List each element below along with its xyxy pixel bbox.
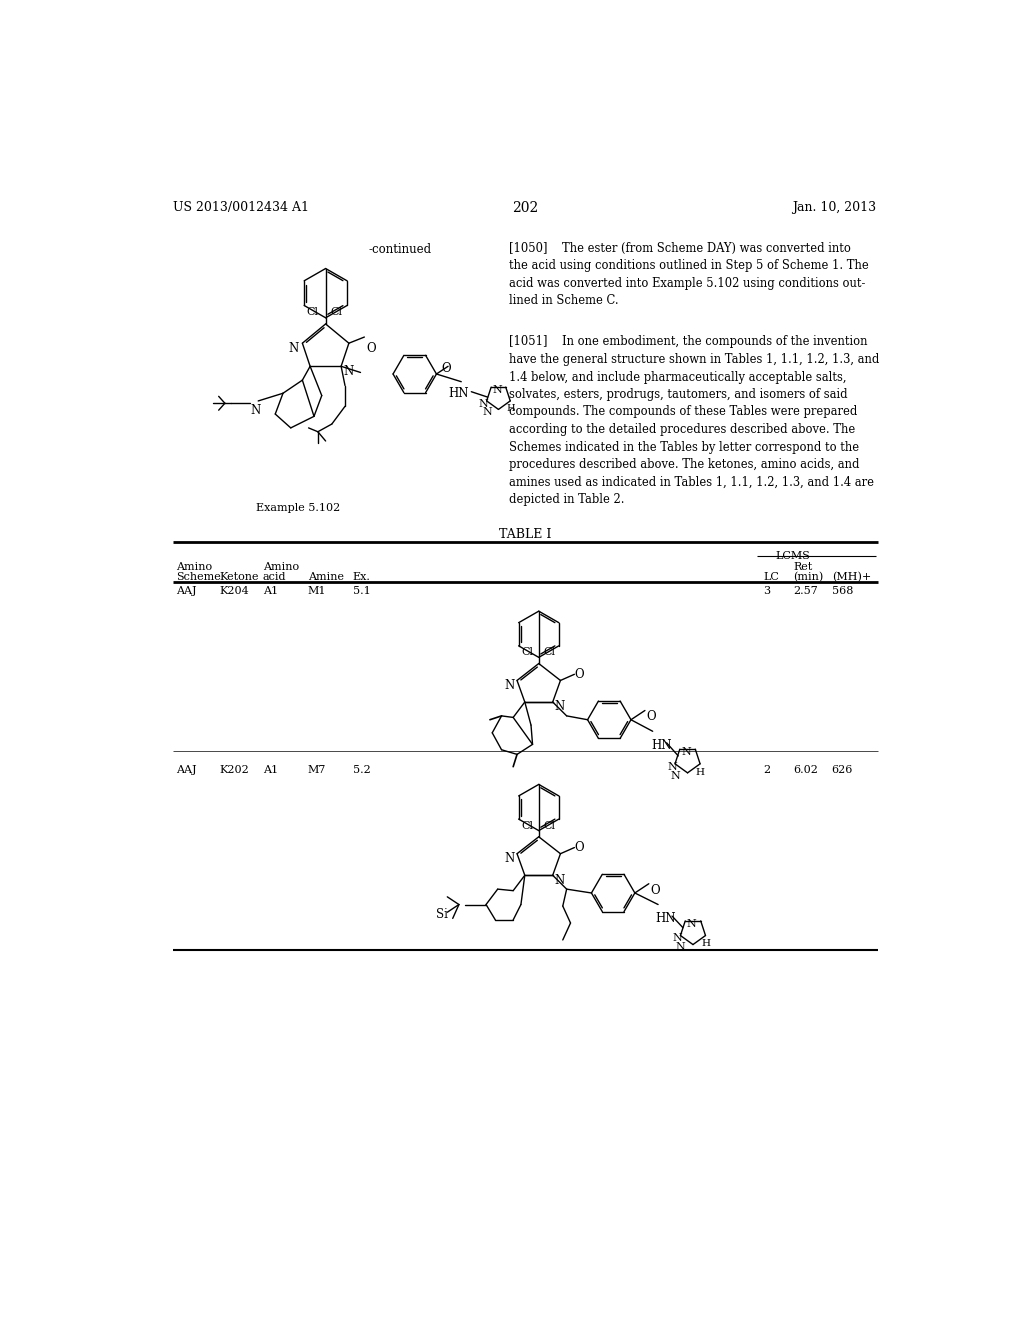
Text: Ret: Ret <box>793 562 812 572</box>
Text: N: N <box>482 407 493 417</box>
Text: N: N <box>673 933 682 944</box>
Text: N: N <box>289 342 299 355</box>
Text: A1: A1 <box>263 766 278 775</box>
Text: Cl: Cl <box>521 821 532 830</box>
Text: Ex.: Ex. <box>352 572 371 582</box>
Text: N: N <box>478 399 488 409</box>
Text: Ketone: Ketone <box>219 572 259 582</box>
Text: LCMS: LCMS <box>775 552 810 561</box>
Text: Si: Si <box>435 908 447 920</box>
Text: LC: LC <box>764 572 779 582</box>
Text: O: O <box>366 342 376 355</box>
Text: H: H <box>695 768 705 776</box>
Text: 5.2: 5.2 <box>352 766 371 775</box>
Text: (MH)+: (MH)+ <box>831 572 871 582</box>
Text: HN: HN <box>651 739 672 752</box>
Text: Example 5.102: Example 5.102 <box>256 503 341 513</box>
Text: O: O <box>574 668 584 681</box>
Text: 626: 626 <box>831 766 853 775</box>
Text: N: N <box>687 919 696 928</box>
Text: A1: A1 <box>263 586 278 595</box>
Text: 5.1: 5.1 <box>352 586 371 595</box>
Text: AAJ: AAJ <box>176 766 197 775</box>
Text: O: O <box>646 710 656 723</box>
Text: N: N <box>505 853 515 865</box>
Text: 6.02: 6.02 <box>793 766 818 775</box>
Text: N: N <box>251 404 261 417</box>
Text: [1051]    In one embodiment, the compounds of the invention
have the general str: [1051] In one embodiment, the compounds … <box>509 335 880 506</box>
Text: K204: K204 <box>219 586 249 595</box>
Text: Cl: Cl <box>306 308 318 317</box>
Text: O: O <box>650 884 660 896</box>
Text: N: N <box>493 385 503 395</box>
Text: [1050]    The ester (from Scheme DAY) was converted into
the acid using conditio: [1050] The ester (from Scheme DAY) was c… <box>509 242 869 308</box>
Text: O: O <box>574 841 584 854</box>
Text: Amine: Amine <box>308 572 344 582</box>
Text: N: N <box>554 701 564 714</box>
Text: -continued: -continued <box>369 243 431 256</box>
Text: N: N <box>676 942 685 952</box>
Text: N: N <box>670 771 680 780</box>
Text: 2.57: 2.57 <box>793 586 818 595</box>
Text: 568: 568 <box>831 586 853 595</box>
Text: Cl: Cl <box>330 308 342 317</box>
Text: Cl: Cl <box>544 821 555 830</box>
Text: 202: 202 <box>512 201 538 215</box>
Text: AAJ: AAJ <box>176 586 197 595</box>
Text: Amino: Amino <box>176 562 212 572</box>
Text: Cl: Cl <box>544 647 555 657</box>
Text: Cl: Cl <box>521 647 532 657</box>
Text: US 2013/0012434 A1: US 2013/0012434 A1 <box>173 201 309 214</box>
Text: Jan. 10, 2013: Jan. 10, 2013 <box>793 201 877 214</box>
Text: acid: acid <box>263 572 287 582</box>
Text: O: O <box>441 362 452 375</box>
Text: H: H <box>701 940 710 948</box>
Text: N: N <box>343 364 353 378</box>
Text: N: N <box>681 747 691 756</box>
Text: N: N <box>667 762 677 771</box>
Text: 3: 3 <box>764 586 771 595</box>
Text: N: N <box>554 874 564 887</box>
Text: HN: HN <box>655 912 676 925</box>
Text: Amino: Amino <box>263 562 299 572</box>
Text: 2: 2 <box>764 766 771 775</box>
Text: M7: M7 <box>308 766 327 775</box>
Text: K202: K202 <box>219 766 249 775</box>
Text: HN: HN <box>449 387 469 400</box>
Text: TABLE I: TABLE I <box>499 528 551 541</box>
Text: M1: M1 <box>308 586 327 595</box>
Text: H: H <box>506 404 514 413</box>
Text: (min): (min) <box>793 572 823 582</box>
Text: N: N <box>505 678 515 692</box>
Text: Scheme: Scheme <box>176 572 221 582</box>
